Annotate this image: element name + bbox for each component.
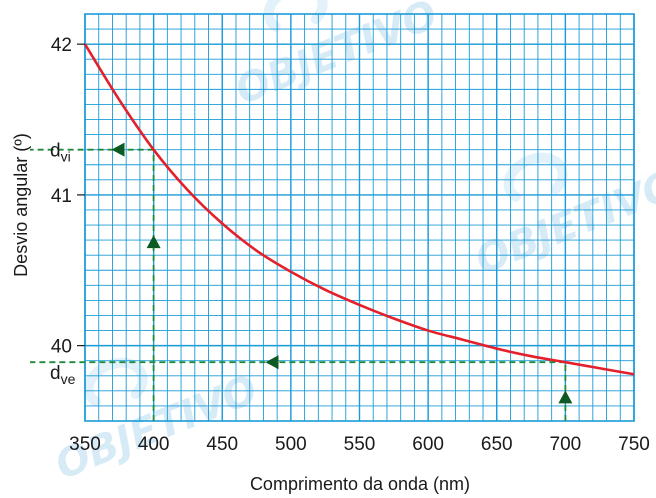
guide-lines <box>30 148 567 421</box>
watermark-text-bottom: OBJETIVO <box>49 367 264 489</box>
x-tick-label: 650 <box>481 434 513 455</box>
arrow-up-icon <box>146 235 161 249</box>
watermarks: OBJETIVO OBJETIVO OBJETIVO <box>49 0 656 489</box>
watermark-right: OBJETIVO <box>469 152 656 284</box>
x-axis-label: Comprimento da onda (nm) <box>250 474 470 494</box>
x-tick-label: 750 <box>618 434 650 455</box>
watermark-swirl-icon <box>83 357 148 407</box>
x-tick-label: 450 <box>206 434 238 455</box>
x-tick-labels: 350 400 450 500 550 600 650 700 750 <box>69 434 650 455</box>
x-tick-label: 350 <box>69 434 101 455</box>
x-tick-label: 700 <box>550 434 582 455</box>
guide-arrows <box>111 142 573 404</box>
plot-frame <box>84 13 635 422</box>
x-tick-label: 600 <box>412 434 444 455</box>
annotation-red: dve <box>50 363 76 387</box>
y-tick-labels: 40 41 42 <box>51 35 85 358</box>
x-tick-label: 550 <box>344 434 376 455</box>
watermark-swirl-icon <box>263 0 328 32</box>
watermark-text-top: OBJETIVO <box>229 0 444 114</box>
watermark-top: OBJETIVO <box>229 0 444 114</box>
series-curve <box>83 43 635 376</box>
y-axis-label: Desvio angular (º) <box>11 133 31 277</box>
x-tick-label: 400 <box>138 434 170 455</box>
annotations: dvi dve <box>50 141 76 388</box>
x-tick-label: 500 <box>275 434 307 455</box>
arrow-left-icon <box>111 142 125 157</box>
watermark-swirl-icon <box>503 152 568 202</box>
y-tick-label: 40 <box>51 337 72 358</box>
arrow-up-icon <box>558 390 573 404</box>
arrow-left-icon <box>265 355 279 370</box>
y-tick-label: 41 <box>51 186 72 207</box>
y-tick-label: 42 <box>51 35 72 56</box>
annotation-violet: dvi <box>50 141 71 165</box>
